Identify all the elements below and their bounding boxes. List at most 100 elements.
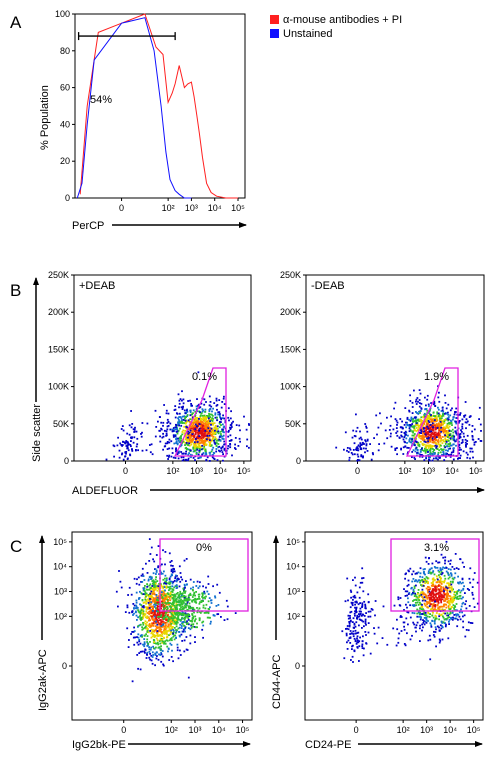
- b-left-dot: [238, 424, 241, 427]
- c-left-dot: [179, 612, 181, 615]
- b-right-dot: [420, 430, 423, 433]
- b-left-dot: [222, 453, 224, 455]
- b-right-dot: [416, 452, 418, 454]
- c-right-dot: [361, 627, 363, 629]
- c-left-dot: [146, 638, 149, 641]
- c-left-dot: [165, 631, 168, 634]
- c-left-dot: [147, 606, 149, 609]
- histogram-x-tick-label: 10⁵: [231, 203, 245, 213]
- c-right-dot: [425, 587, 428, 590]
- b-left-dot: [199, 406, 202, 409]
- b-right-dot: [471, 450, 474, 453]
- b-right-dot: [449, 414, 452, 417]
- c-right-dot: [363, 600, 366, 603]
- c-left-dot: [181, 605, 184, 608]
- b-left-dot: [223, 403, 226, 405]
- b-right-dot: [458, 420, 460, 423]
- c-left-dot: [136, 607, 139, 609]
- c-left-dot: [165, 630, 167, 632]
- b-left-dot: [204, 439, 206, 442]
- c-left-dot: [175, 630, 178, 633]
- c-left-dot: [181, 578, 184, 581]
- c-left-dot: [161, 601, 164, 603]
- b-right-dot: [408, 410, 411, 413]
- c-left-dot: [138, 583, 141, 586]
- c-right-dot: [430, 608, 433, 610]
- b-left-dot: [175, 442, 177, 444]
- b-right-dot: [432, 454, 434, 456]
- c-left-dot: [139, 650, 142, 653]
- c-right-dot: [423, 579, 426, 582]
- b-right-dot: [464, 421, 467, 424]
- c-left-dot: [171, 616, 174, 619]
- c-right-dot: [416, 612, 419, 615]
- b-left-dot: [182, 440, 184, 443]
- c-right-dot: [425, 600, 428, 603]
- c-right-dot: [462, 588, 465, 591]
- c-right-dot: [435, 628, 437, 631]
- c-left-dot: [146, 641, 148, 643]
- c-left-dot: [151, 623, 154, 626]
- c-left-dot: [174, 612, 176, 615]
- c-left-dot: [148, 617, 151, 620]
- c-left-dot: [150, 632, 153, 635]
- c-right-dot: [344, 600, 347, 603]
- c-left-dot: [214, 596, 217, 599]
- b-left-dot: [211, 454, 214, 457]
- b-right-dot: [364, 440, 367, 443]
- b-left-dot: [170, 455, 173, 458]
- b-left-dot: [179, 440, 182, 442]
- c-left-dot: [145, 633, 147, 636]
- c-left-dot: [176, 643, 179, 646]
- c-left-y-title: IgG2ak-APC: [37, 649, 49, 711]
- b-right-dot: [360, 454, 363, 456]
- c-right-dot: [431, 607, 434, 609]
- c-left-dot: [166, 635, 169, 638]
- b-right-dot: [416, 424, 419, 426]
- c-left-dot: [165, 624, 167, 626]
- c-left-dot: [183, 607, 185, 609]
- b-right-dot: [448, 425, 451, 428]
- c-right-dot: [451, 606, 453, 608]
- b-right-dot: [417, 424, 420, 427]
- b-right-dot: [436, 427, 439, 429]
- c-right-dot: [416, 608, 419, 611]
- b-right-dot: [413, 427, 416, 430]
- b-left-dot: [195, 416, 197, 419]
- b-right-dot: [401, 435, 403, 438]
- c-left-dot: [155, 657, 158, 660]
- c-left-dot: [134, 636, 137, 639]
- c-left-dot: [147, 602, 150, 604]
- b-left-dot: [171, 428, 174, 431]
- c-right-dot: [347, 599, 349, 602]
- c-left-dot: [171, 622, 174, 625]
- b-right-dot: [436, 445, 438, 448]
- b-right-dot: [441, 409, 444, 412]
- c-left-dot: [199, 612, 202, 614]
- b-left-dot: [149, 451, 152, 454]
- c-left-dot: [155, 594, 158, 596]
- c-left-dot: [165, 587, 168, 589]
- b-right-x-tick-label: 10⁵: [469, 466, 483, 476]
- c-right-y-title: CD44-APC: [271, 655, 283, 709]
- c-left-dot: [160, 625, 163, 627]
- c-right-dot: [454, 594, 457, 597]
- b-left-dot: [205, 420, 207, 423]
- b-right-dot: [383, 442, 386, 445]
- b-left-dot: [166, 454, 169, 457]
- b-right-dot: [468, 416, 471, 418]
- c-left-dot: [171, 608, 174, 611]
- gate-label-c-left: 0%: [196, 542, 212, 554]
- b-right-dot: [444, 430, 447, 432]
- histogram-x-ticks: 0 10² 10³ 10⁴ 10⁵: [119, 198, 245, 213]
- c-right-dot: [407, 579, 410, 582]
- b-left-dot: [184, 442, 187, 444]
- c-left-dot: [166, 597, 168, 600]
- c-left-dot: [173, 568, 175, 570]
- c-right-dot: [450, 583, 453, 586]
- c-left-dot: [151, 580, 154, 582]
- c-right-dot: [451, 581, 454, 584]
- b-right-dot: [412, 420, 414, 423]
- c-right-dot: [437, 588, 440, 591]
- b-left-dot: [194, 423, 197, 426]
